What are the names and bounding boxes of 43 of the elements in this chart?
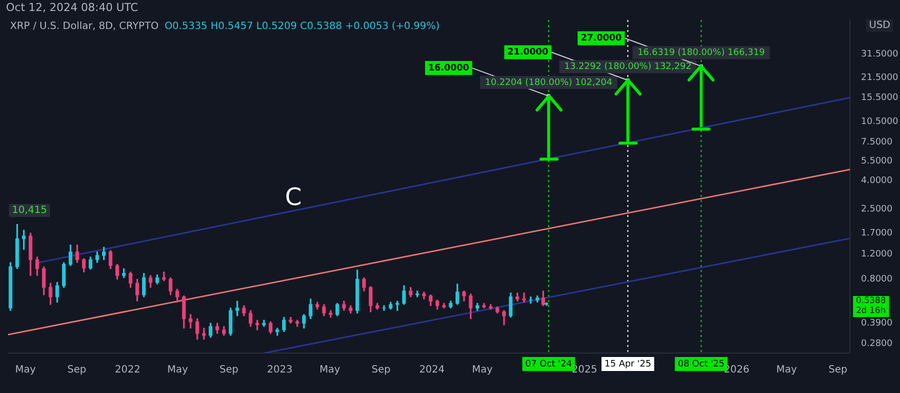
x-tick-label: 2023 [267,364,292,376]
x-tick-label: May [15,364,36,376]
annotation: 27.0000 [580,34,622,44]
x-tick-label: 2022 [114,364,140,376]
y-tick-label: 21.5000 [861,72,898,83]
y-tick-label: 31.5000 [861,49,898,60]
x-tick-label: Sep [828,364,848,376]
ref-line-label: 15 Apr '25 [604,359,652,370]
x-tick-label: May [167,364,188,376]
annotation: 21.0000 [507,48,548,58]
ref-line-label: 07 Oct '24 [525,359,572,370]
text: 2d 16h [853,306,889,317]
text: Oct 12, 2024 08:40 UTC [6,1,138,14]
annotation: C [285,183,302,211]
y-tick-label: 0.3900 [861,318,893,329]
y-tick-label: 0.8000 [861,274,893,285]
x-tick-label: Sep [67,364,86,376]
y-tick-label: 2.5000 [861,204,893,215]
x-tick-label: Sep [372,364,390,376]
x-tick-label: 2024 [419,364,445,376]
annotation: 16.0000 [428,63,470,74]
y-tick-label: 10.5000 [861,116,898,127]
annotation: 13.2292 (180.00%) 132,292 [564,62,692,72]
x-tick-label: Sep [219,364,238,376]
y-tick-label: 15.5000 [861,92,898,103]
chart-subtitle: O0.5335 H0.5457 L0.5209 C0.5388 +0.0053 (+0.99%) [164,21,440,32]
chart-title: XRP / U.S. Dollar, 8D, CRYPTO [10,21,159,32]
x-tick-label: 2025 [572,364,598,376]
x-tick-label: May [319,364,340,376]
y-tick-label: 5.5000 [861,156,893,166]
annotation: 10,415 [9,204,50,217]
y-tick-label: 1.7000 [861,228,893,238]
text: USD [866,19,894,32]
annotation: 16.6319 (180.00%) 166,319 [638,48,766,58]
annotation: 10.2204 (180.00%) 102,204 [485,78,613,88]
y-tick-label: 0.2800 [861,338,893,349]
y-tick-label: 1.2000 [861,250,893,260]
x-tick-label: May [776,364,798,376]
y-tick-label: 4.0000 [861,176,893,186]
y-tick-label: 7.5000 [861,137,893,148]
text: 0.5388 [853,296,889,308]
ref-line-label: 08 Oct '25 [678,359,725,370]
x-tick-label: May [472,364,493,376]
